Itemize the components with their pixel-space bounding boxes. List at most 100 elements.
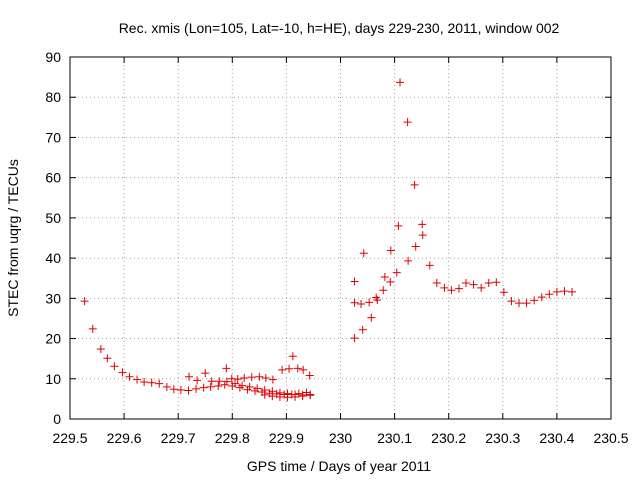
data-point <box>440 283 449 292</box>
data-point <box>240 373 249 382</box>
data-point <box>305 371 314 380</box>
data-point <box>247 373 256 382</box>
data-point <box>499 288 508 297</box>
data-point <box>222 377 231 386</box>
data-point <box>255 372 264 381</box>
data-point <box>522 299 531 308</box>
data-point <box>231 379 240 388</box>
tick-marks <box>69 56 612 420</box>
data-point <box>291 392 300 401</box>
x-tick-label: 229.5 <box>52 430 87 446</box>
data-point <box>350 334 359 343</box>
data-point <box>386 277 395 286</box>
data-point <box>367 313 376 322</box>
y-tick-label: 50 <box>45 210 61 226</box>
y-tick-label: 20 <box>45 331 61 347</box>
grid <box>70 57 611 419</box>
data-point <box>373 295 382 304</box>
data-point <box>396 78 405 87</box>
data-point <box>285 364 294 373</box>
data-point <box>560 287 569 296</box>
data-point <box>418 220 427 229</box>
data-point <box>568 287 577 296</box>
data-point <box>193 376 202 385</box>
data-point <box>118 368 127 377</box>
data-point <box>293 364 302 373</box>
x-tick-label: 230.2 <box>431 430 466 446</box>
data-point <box>268 375 277 384</box>
y-tick-label: 0 <box>53 411 61 427</box>
data-point <box>278 365 287 374</box>
data-point <box>404 256 413 265</box>
data-point <box>530 296 539 305</box>
x-axis-title: GPS time / Days of year 2011 <box>247 458 431 474</box>
y-tick-label: 80 <box>45 89 61 105</box>
data-point <box>454 284 463 293</box>
data-point <box>358 325 367 334</box>
data-point <box>214 382 223 391</box>
data-point <box>386 246 395 255</box>
data-point <box>96 345 105 354</box>
data-point <box>199 383 208 392</box>
y-tick-labels: 0 10 20 30 40 50 60 70 80 90 <box>45 49 61 427</box>
data-point <box>359 249 368 258</box>
data-point <box>162 382 171 391</box>
y-tick-label: 60 <box>45 170 61 186</box>
data-point <box>411 242 420 251</box>
data-point <box>169 385 178 394</box>
y-tick-label: 90 <box>45 49 61 65</box>
data-point <box>207 377 216 386</box>
x-tick-label: 230.1 <box>377 430 412 446</box>
x-tick-label: 230 <box>329 430 353 446</box>
data-point <box>253 384 262 393</box>
data-point <box>350 298 359 307</box>
data-point <box>245 382 254 391</box>
data-point <box>298 392 307 401</box>
data-point <box>192 384 201 393</box>
y-tick-label: 10 <box>45 371 61 387</box>
data-point <box>233 375 242 384</box>
data-point <box>545 290 554 299</box>
x-tick-label: 229.9 <box>269 430 304 446</box>
data-point <box>507 297 516 306</box>
data-point <box>206 382 215 391</box>
data-point <box>133 375 142 384</box>
data-point <box>268 392 277 401</box>
data-point <box>469 280 478 289</box>
data-point <box>379 286 388 295</box>
x-tick-label: 230.3 <box>485 430 520 446</box>
data-point <box>484 279 493 288</box>
data-point <box>260 390 269 399</box>
data-point <box>432 279 441 288</box>
data-points <box>80 78 577 402</box>
data-point <box>215 377 224 386</box>
data-point <box>477 283 486 292</box>
data-point <box>288 352 297 361</box>
data-point <box>110 362 119 371</box>
data-point <box>392 268 401 277</box>
x-tick-labels: 229.5 229.6 229.7 229.8 229.9 230 230.1 230.2 23… <box>52 430 628 446</box>
chart-title: Rec. xmis (Lon=105, Lat=-10, h=HE), days… <box>119 20 560 36</box>
data-point <box>410 180 419 189</box>
data-point <box>447 286 456 295</box>
data-point <box>222 364 231 373</box>
data-point <box>140 377 149 386</box>
data-point <box>380 273 389 282</box>
data-point <box>365 298 374 307</box>
data-point <box>147 378 156 387</box>
y-tick-label: 70 <box>45 129 61 145</box>
x-tick-label: 229.7 <box>161 430 196 446</box>
x-tick-label: 229.6 <box>107 430 142 446</box>
data-point <box>418 231 427 240</box>
data-point <box>235 383 244 392</box>
data-point <box>357 299 366 308</box>
data-point <box>537 293 546 302</box>
y-axis-title: STEC from uqrg / TECUs <box>5 159 21 317</box>
data-point <box>261 373 270 382</box>
data-point <box>425 261 434 270</box>
y-tick-label: 30 <box>45 290 61 306</box>
y-tick-label: 40 <box>45 250 61 266</box>
data-point <box>515 299 524 308</box>
